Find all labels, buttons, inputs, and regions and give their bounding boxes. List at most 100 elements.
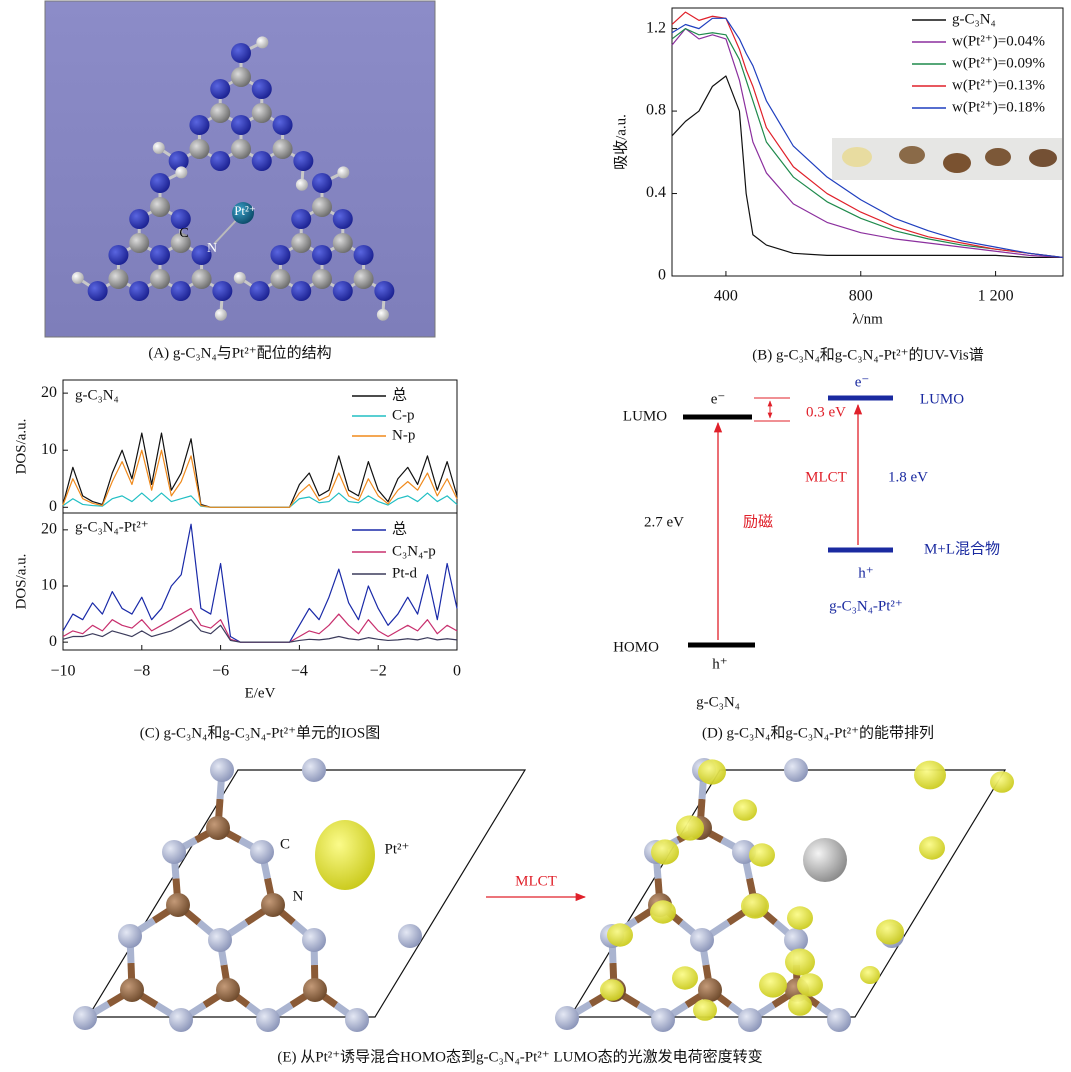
charge-density [876, 919, 904, 944]
n-atom [333, 281, 353, 301]
c-atom [252, 103, 272, 123]
charge-density [741, 893, 769, 918]
material-label: g-C₃N₄-Pt²⁺ [829, 598, 903, 614]
lattice [73, 758, 422, 1032]
n-atom [118, 924, 142, 948]
y-axis-label: 吸收/a.u. [612, 114, 629, 170]
h-atom [337, 166, 349, 178]
powder [899, 146, 925, 164]
n-atom [270, 245, 290, 265]
n-label: N [293, 888, 304, 904]
hole: h⁺ [712, 656, 727, 672]
n-atom [252, 79, 272, 99]
powder [985, 148, 1011, 166]
series-line [63, 524, 457, 642]
panel-e: C N Pt²⁺ MLCT [73, 758, 1014, 1032]
x-tick-label: −10 [50, 663, 75, 680]
pt-atom [803, 838, 847, 882]
n-atom [210, 79, 230, 99]
caption: (C) g-C₃N₄和g-C₃N₄-Pt²⁺单元的IOS图 [140, 724, 380, 741]
mlct-label: MLCT [805, 469, 847, 485]
material-label: g-C₃N₄ [696, 694, 740, 710]
n-atom [252, 151, 272, 171]
x-tick-label: −4 [291, 663, 308, 680]
y-tick-label: 0 [658, 267, 666, 284]
y-tick-label: 0.4 [646, 184, 666, 201]
c-atom [216, 978, 240, 1002]
c-atom [261, 893, 285, 917]
n-atom [293, 151, 313, 171]
charge-density [651, 839, 679, 864]
caption: (D) g-C₃N₄和g-C₃N₄-Pt²⁺的能带排列 [702, 724, 934, 741]
n-atom [291, 209, 311, 229]
c-atom [333, 233, 353, 253]
h-atom [153, 142, 165, 154]
c-atom [150, 197, 170, 217]
n-atom [231, 115, 251, 135]
powder [842, 147, 872, 167]
n-atom [312, 173, 332, 193]
n-atom [354, 245, 374, 265]
n-atom [651, 1008, 675, 1032]
powder [1029, 149, 1057, 167]
c-atom [129, 233, 149, 253]
n-atom [345, 1008, 369, 1032]
c-atom [698, 978, 722, 1002]
n-atom [291, 281, 311, 301]
n-atom [738, 1008, 762, 1032]
c-atom [312, 197, 332, 217]
charge-density [676, 815, 704, 840]
c-atom [120, 978, 144, 1002]
n-atom [784, 758, 808, 782]
excitation-label: 励磁 [743, 513, 773, 530]
n-atom [210, 151, 230, 171]
n-atom [273, 115, 293, 135]
caption: (B) g-C₃N₄和g-C₃N₄-Pt²⁺的UV-Vis谱 [752, 346, 983, 363]
y-tick-label: 20 [41, 384, 57, 401]
charge-density [787, 906, 813, 929]
charge-density [860, 966, 880, 984]
y-axis-label: DOS/a.u. [13, 554, 29, 610]
c-label: C [179, 226, 188, 241]
n-atom [212, 281, 232, 301]
charge-density [672, 966, 698, 989]
charge-density [749, 843, 775, 866]
n-atom [250, 840, 274, 864]
n-atom [374, 281, 394, 301]
c-atom [312, 269, 332, 289]
n-atom [150, 173, 170, 193]
y-tick-label: 0 [49, 633, 57, 650]
n-atom [555, 1006, 579, 1030]
n-atom [250, 281, 270, 301]
h-atom [175, 166, 187, 178]
h-atom [72, 272, 84, 284]
x-tick-label: −2 [370, 663, 387, 680]
charge-density [919, 836, 945, 859]
charge-density [600, 979, 624, 1001]
n-atom [256, 1008, 280, 1032]
c-atom [291, 233, 311, 253]
lumo-label: LUMO [920, 391, 964, 407]
charge-density [914, 761, 946, 790]
charge-density [607, 923, 633, 946]
x-tick-label: −6 [212, 663, 229, 680]
charge-density [698, 759, 726, 784]
gap-label: 0.3 eV [806, 404, 846, 420]
charge-density [797, 973, 823, 996]
x-axis-label: E/eV [245, 685, 276, 701]
n-atom [312, 245, 332, 265]
x-axis-label: λ/nm [852, 311, 883, 327]
pt-label: Pt²⁺ [385, 841, 410, 857]
n-atom [189, 115, 209, 135]
electron: e⁻ [711, 391, 726, 407]
c-atom [231, 67, 251, 87]
series-line [63, 493, 457, 507]
c-atom [270, 269, 290, 289]
charge-density [315, 820, 375, 890]
homo-label: HOMO [613, 639, 659, 655]
n-atom [129, 209, 149, 229]
y-tick-label: 10 [41, 441, 57, 458]
charge-density [990, 771, 1014, 793]
c-atom [303, 978, 327, 1002]
lumo-label: LUMO [623, 408, 667, 424]
